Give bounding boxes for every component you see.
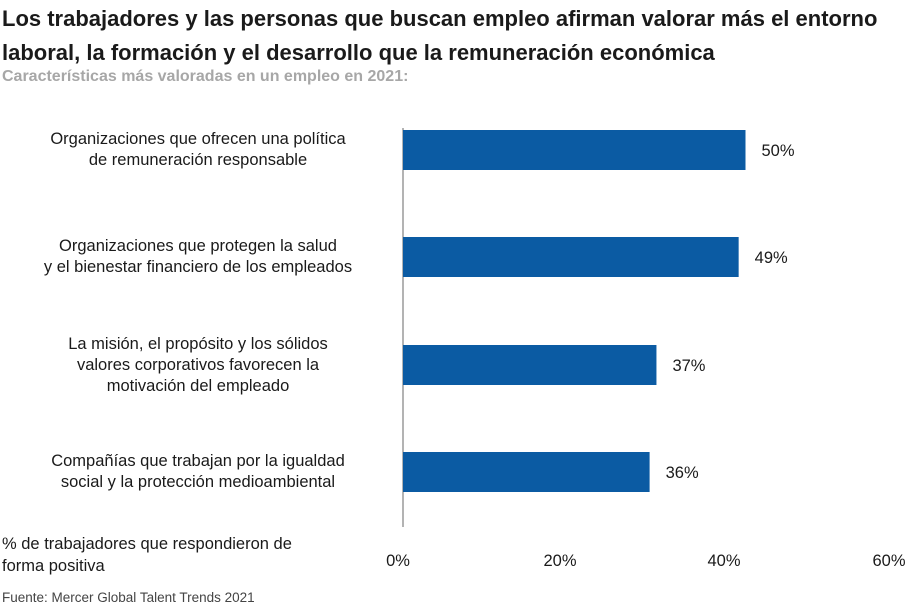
value-label-1: 50% (762, 142, 795, 160)
category-label-line: motivación del empleado (106, 376, 290, 395)
value-label-2: 49% (755, 249, 788, 267)
x-tick-label-60: 60% (872, 552, 905, 570)
category-label-line: Compañías que trabajan por la igualdad (51, 452, 345, 470)
category-label-line: Organizaciones que protegen la salud (59, 237, 337, 255)
x-tick-label-40: 40% (707, 552, 740, 570)
category-label-2: Organizaciones que protegen la salud y el… (18, 236, 378, 278)
category-label-line: social y la protección medioambiental (60, 473, 336, 491)
source-note: Fuente: Mercer Global Talent Trends 2021 (2, 590, 255, 605)
x-tick-label-20: 20% (543, 552, 576, 570)
value-label-3: 37% (672, 357, 705, 375)
category-label-line: La misión, el propósito y los sólidos (68, 334, 328, 353)
chart-subtitle: Características más valoradas en un empl… (2, 68, 409, 85)
value-label-4: 36% (666, 464, 699, 482)
category-label-3: La misión, el propósito y los sólidos val… (18, 334, 378, 397)
category-label-line: Organizaciones que ofrecen una política (50, 130, 346, 148)
bar-2 (403, 237, 739, 277)
x-tick-label-0: 0% (386, 552, 410, 570)
bar-4 (403, 452, 650, 492)
category-label-4: Compañías que trabajan por la igualdad so… (18, 451, 378, 493)
category-label-line: de remuneración responsable (88, 151, 308, 169)
category-label-line: valores corporativos favorecen la (76, 355, 320, 374)
bar-1 (403, 130, 746, 170)
category-label-1: Organizaciones que ofrecen una política d… (18, 129, 378, 171)
category-label-line: y el bienestar financiero de los emplead… (43, 258, 353, 276)
bar-3 (403, 345, 657, 385)
chart-title: Los trabajadores y las personas que busc… (2, 6, 878, 65)
x-axis-label: % de trabajadores que respondieron de fo… (2, 535, 292, 575)
